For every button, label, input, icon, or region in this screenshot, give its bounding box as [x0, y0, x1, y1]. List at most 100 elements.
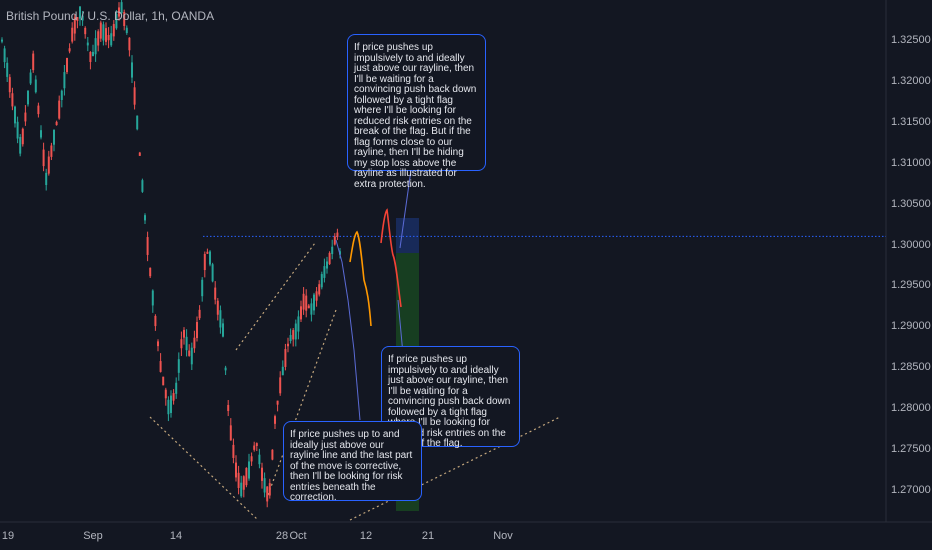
candle-body: [11, 93, 14, 107]
candle-body: [240, 482, 243, 497]
candle-body: [216, 300, 219, 315]
candle-body: [307, 305, 310, 309]
candle-body: [60, 90, 63, 100]
candle-body: [146, 237, 149, 255]
candlesticks: [1, 0, 341, 508]
price-tick-label: 1.29500: [891, 279, 931, 292]
candle-body: [328, 252, 331, 265]
candle-body: [266, 486, 269, 502]
candle-body: [331, 246, 334, 255]
candle-body: [45, 172, 48, 186]
candle-body: [123, 11, 126, 27]
note-bottom[interactable]: If price pushes up to and ideally just a…: [283, 421, 422, 503]
candle-body: [206, 251, 209, 254]
candle-body: [287, 343, 289, 347]
candle-body: [19, 137, 22, 154]
time-tick-label: 19: [1, 530, 15, 542]
candle-body: [94, 38, 97, 55]
candle-body: [336, 232, 339, 238]
candle-body: [92, 51, 94, 57]
candle-body: [84, 27, 87, 35]
candle-body: [219, 310, 222, 328]
candle-body: [71, 27, 74, 42]
candle-body: [300, 306, 302, 320]
candle-body: [263, 478, 266, 493]
note-pointer-top: [399, 169, 412, 249]
candle-body: [53, 129, 55, 145]
candle-body: [68, 48, 71, 52]
projection-orange: [349, 230, 372, 327]
candle-body: [141, 180, 144, 192]
time-tick-label: Sep: [83, 530, 103, 542]
candle-body: [305, 295, 308, 311]
candle-body: [3, 48, 6, 63]
trendline-rising[interactable]: [349, 416, 561, 521]
candle-body: [167, 399, 170, 415]
candle-body: [172, 393, 175, 401]
candle-body: [180, 339, 183, 349]
time-tick-label: Nov: [493, 530, 513, 542]
candle-body: [105, 28, 107, 42]
candle-body: [110, 33, 113, 46]
candle-body: [1, 39, 3, 42]
candle-body: [162, 376, 165, 386]
candle-body: [177, 359, 180, 373]
candle-body: [313, 294, 315, 311]
candle-body: [274, 416, 276, 424]
price-tick-label: 1.28500: [891, 361, 931, 374]
note-pointer-bottom: [335, 239, 361, 421]
candle-body: [292, 330, 295, 340]
candle-body: [326, 261, 328, 269]
candle-body: [203, 253, 206, 271]
candle-body: [175, 382, 178, 394]
candle-body: [211, 264, 214, 282]
candle-body: [258, 454, 261, 465]
candle-body: [133, 87, 136, 105]
candle-body: [66, 57, 68, 73]
candle-body: [320, 274, 323, 288]
candle-body: [253, 445, 256, 450]
candle-body: [115, 13, 118, 29]
candle-body: [40, 130, 42, 138]
candle-body: [196, 322, 198, 338]
candle-body: [73, 17, 76, 34]
candle-body: [235, 462, 237, 478]
trendline-channel-top[interactable]: [235, 242, 316, 351]
candle-body: [14, 106, 16, 124]
candle-body: [209, 251, 211, 265]
candle-body: [255, 443, 258, 447]
candle-body: [24, 112, 27, 122]
candle-body: [294, 323, 297, 340]
candle-body: [289, 335, 292, 341]
stop-zone[interactable]: [396, 218, 419, 253]
candle-body: [232, 444, 235, 458]
candle-body: [284, 349, 287, 367]
time-tick-label: 21: [421, 530, 435, 542]
candle-body: [154, 315, 157, 327]
candle-body: [198, 309, 201, 319]
price-tick-label: 1.32000: [891, 74, 931, 87]
candle-body: [81, 15, 84, 21]
candle-body: [50, 145, 53, 157]
time-tick-label: 12: [359, 530, 373, 542]
candle-body: [261, 467, 263, 481]
candle-body: [185, 336, 188, 351]
candle-body: [297, 316, 300, 332]
candle-body: [333, 236, 336, 245]
candle-body: [159, 361, 162, 372]
candle-body: [37, 105, 40, 115]
price-tick-label: 1.31500: [891, 115, 931, 128]
candle-body: [76, 17, 79, 21]
candle-body: [157, 341, 159, 347]
candle-body: [16, 121, 19, 139]
note-top[interactable]: If price pushes up impulsively to and id…: [347, 34, 486, 189]
price-tick-label: 1.29000: [891, 320, 931, 333]
price-tick-label: 1.30500: [891, 197, 931, 210]
candle-body: [193, 337, 196, 349]
time-tick-label: 28: [275, 530, 289, 542]
candle-body: [27, 90, 29, 105]
candle-body: [170, 395, 172, 413]
candle-body: [79, 6, 81, 19]
trendlines[interactable]: [149, 242, 561, 521]
candle-body: [149, 267, 152, 277]
